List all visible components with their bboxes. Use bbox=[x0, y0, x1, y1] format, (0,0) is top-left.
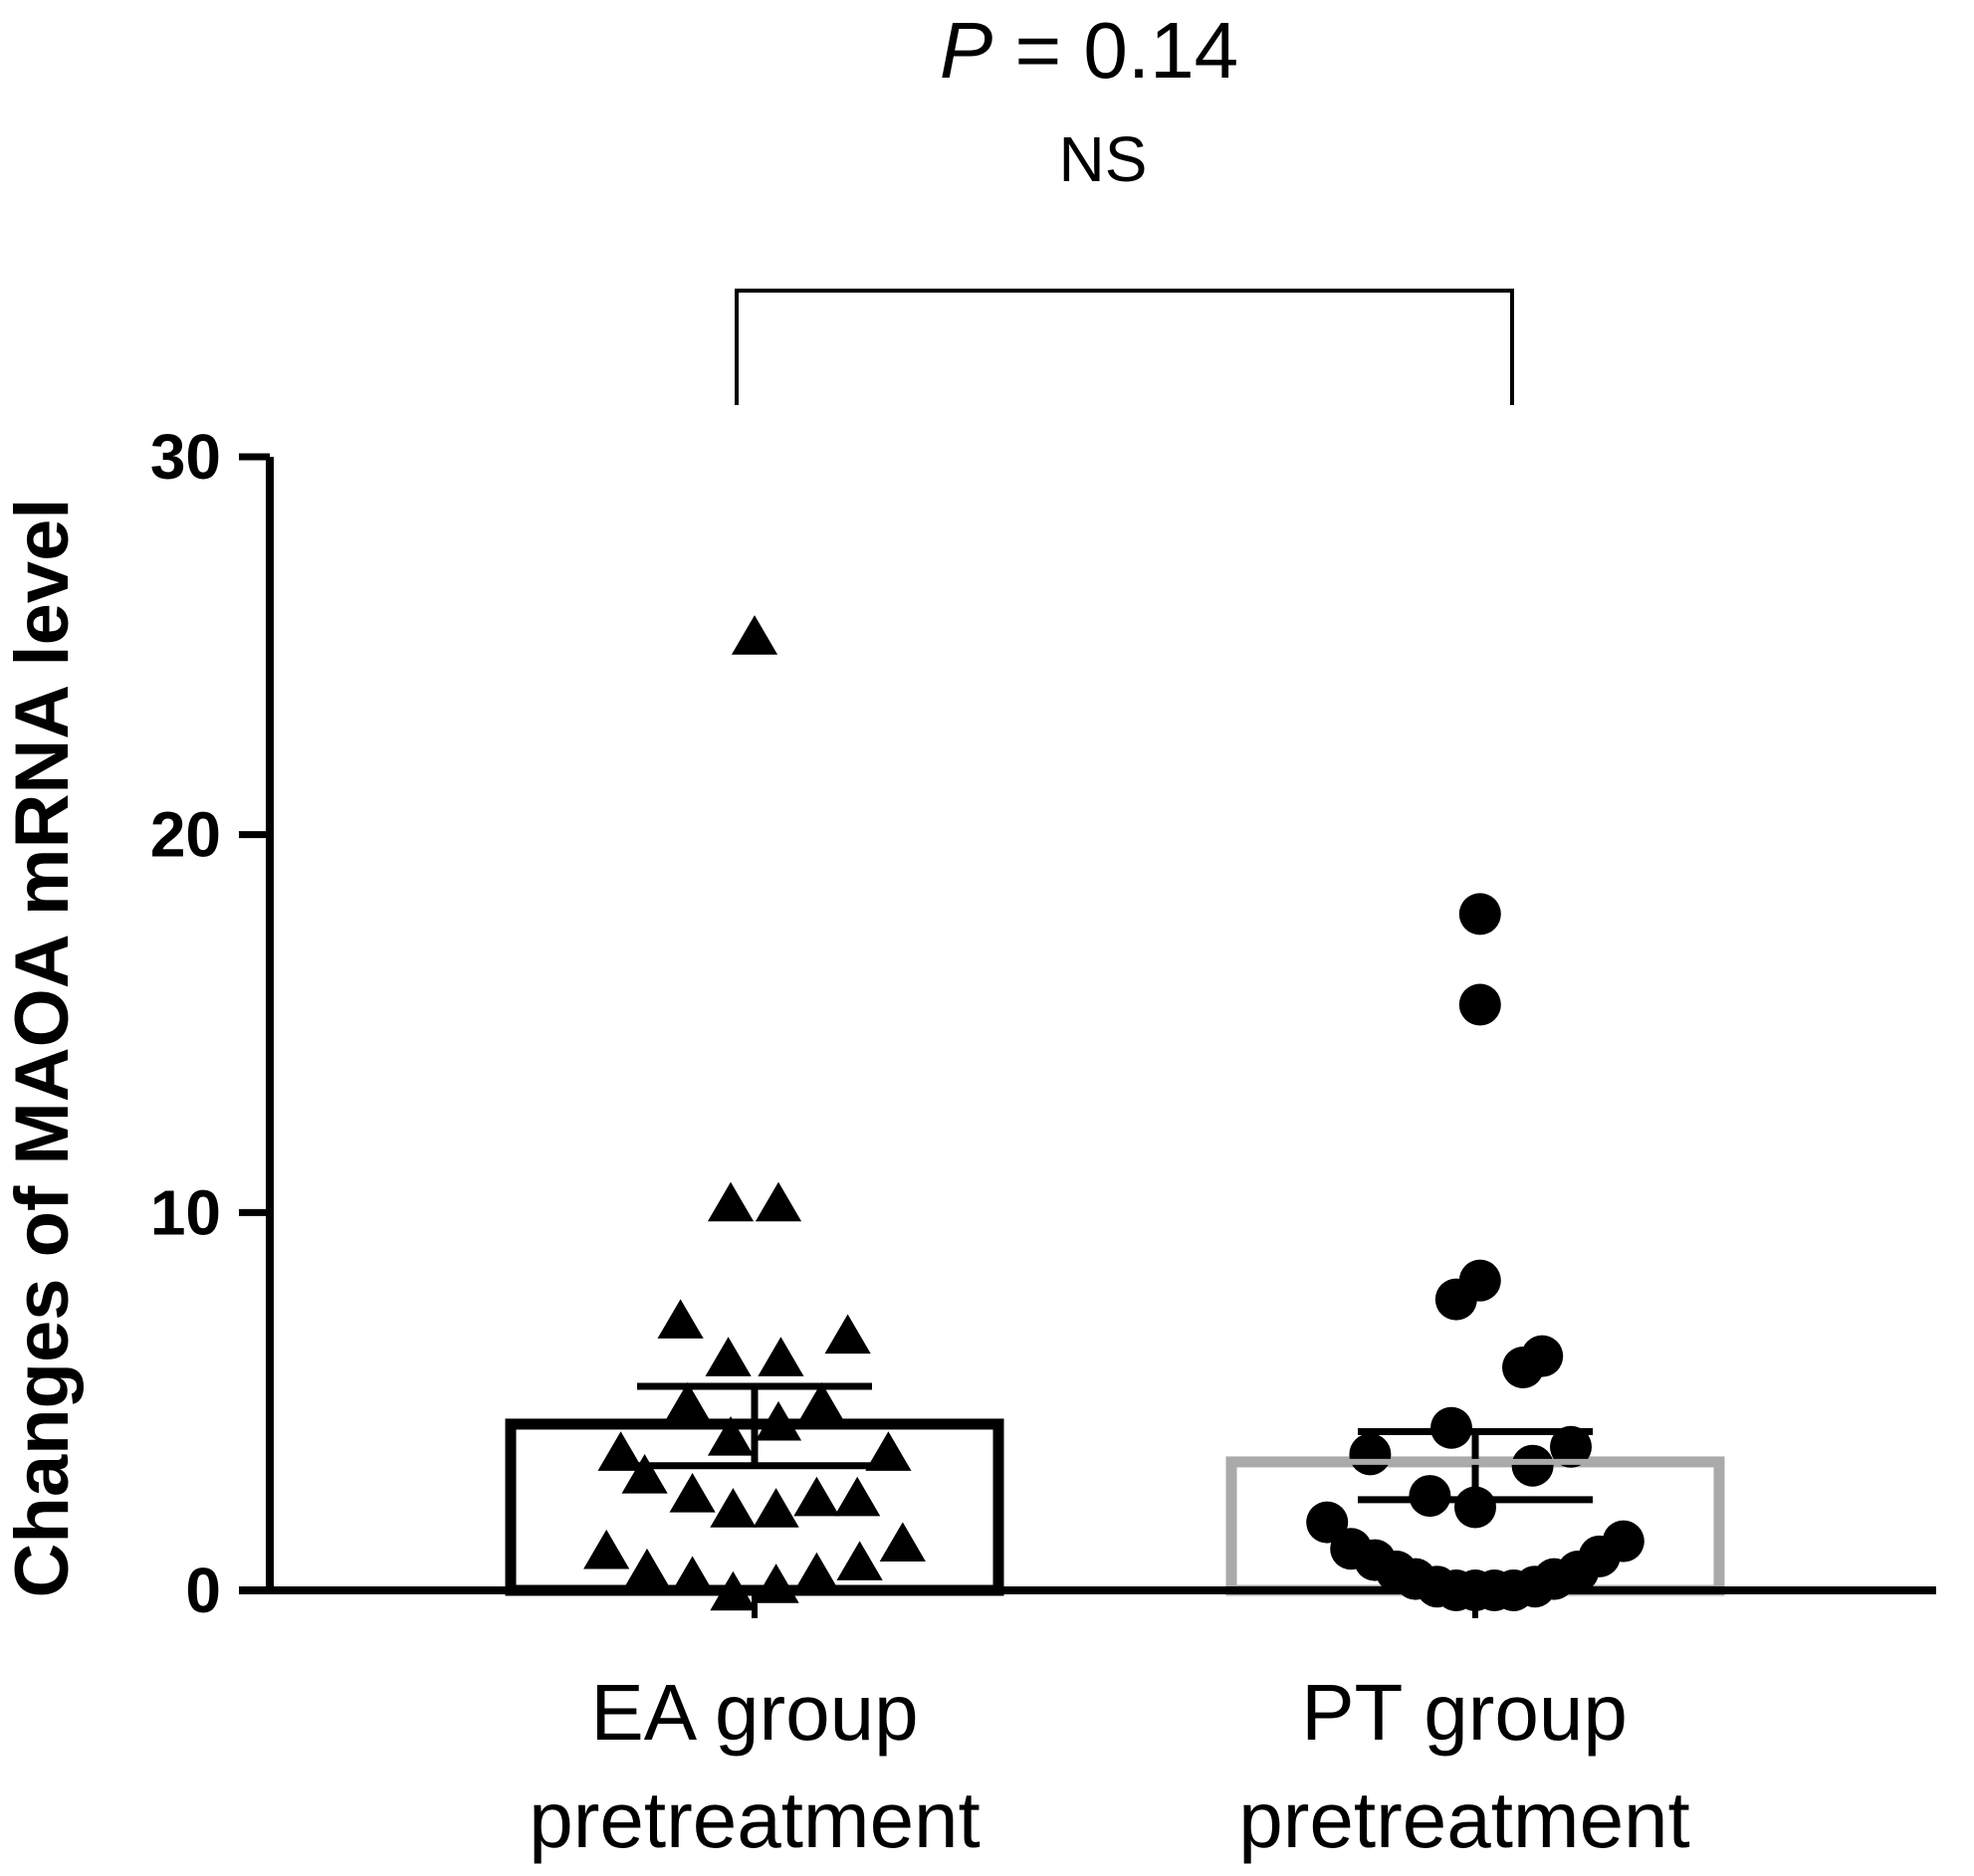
y-ticks: 0 10 20 30 bbox=[150, 421, 270, 1626]
data-point-circle bbox=[1430, 1406, 1472, 1449]
data-point-circle bbox=[1458, 983, 1501, 1026]
data-point-circle bbox=[1602, 1520, 1645, 1563]
y-tick-label: 0 bbox=[185, 1555, 221, 1626]
data-point-triangle bbox=[836, 1541, 883, 1580]
data-point-circle bbox=[1521, 1335, 1564, 1377]
data-point-triangle bbox=[669, 1556, 716, 1596]
data-point-triangle bbox=[753, 1488, 799, 1528]
data-point-triangle bbox=[793, 1552, 840, 1592]
data-point-triangle bbox=[669, 1472, 716, 1513]
data-point-triangle bbox=[793, 1476, 840, 1517]
data-point-triangle bbox=[664, 1381, 711, 1422]
data-point-triangle bbox=[879, 1522, 926, 1562]
data-point-triangle bbox=[623, 1548, 671, 1588]
category-label-line1: EA group bbox=[590, 1668, 918, 1757]
category-label-line2: pretreatment bbox=[529, 1775, 981, 1864]
y-tick-label: 20 bbox=[150, 799, 221, 871]
data-point-triangle bbox=[834, 1476, 881, 1517]
category-label-line1: PT group bbox=[1301, 1668, 1628, 1757]
data-point-triangle bbox=[621, 1454, 668, 1494]
data-point-triangle bbox=[597, 1431, 644, 1471]
data-point-circle bbox=[1511, 1444, 1554, 1487]
y-tick-label: 30 bbox=[150, 421, 221, 493]
y-axis-title: Changes of MAOA mRNA level bbox=[0, 499, 85, 1598]
data-point-triangle bbox=[710, 1488, 757, 1528]
p-symbol: P bbox=[940, 6, 992, 95]
data-point-triangle bbox=[707, 1416, 755, 1456]
data-point-triangle bbox=[865, 1431, 912, 1471]
category-label-ea: EA group pretreatment bbox=[529, 1668, 981, 1864]
data-groups bbox=[505, 615, 1725, 1618]
data-point-triangle bbox=[798, 1381, 845, 1422]
category-label-line2: pretreatment bbox=[1238, 1775, 1690, 1864]
category-label-pt: PT group pretreatment bbox=[1238, 1668, 1690, 1864]
data-point-triangle bbox=[731, 615, 778, 655]
data-point-circle bbox=[1458, 1259, 1501, 1302]
data-point-triangle bbox=[707, 1181, 755, 1222]
p-value-text: = 0.14 bbox=[992, 6, 1238, 95]
data-point-triangle bbox=[657, 1299, 704, 1339]
data-point-circle bbox=[1458, 893, 1501, 936]
data-point-triangle bbox=[705, 1337, 752, 1376]
data-point-triangle bbox=[758, 1337, 804, 1376]
data-point-circle bbox=[1409, 1475, 1451, 1518]
data-point-triangle bbox=[753, 1563, 799, 1603]
y-tick-label: 10 bbox=[150, 1176, 221, 1248]
data-point-triangle bbox=[755, 1400, 802, 1441]
data-point-triangle bbox=[583, 1529, 630, 1569]
group-1 bbox=[1225, 893, 1725, 1618]
data-point-triangle bbox=[755, 1181, 802, 1222]
comparison-bracket bbox=[735, 289, 1514, 405]
group-0 bbox=[505, 615, 1004, 1618]
data-point-triangle bbox=[824, 1314, 871, 1355]
data-point-circle bbox=[1349, 1433, 1392, 1476]
data-point-circle bbox=[1550, 1425, 1592, 1468]
significance-label: NS bbox=[1059, 123, 1148, 195]
p-value-label: P = 0.14 bbox=[940, 6, 1238, 95]
